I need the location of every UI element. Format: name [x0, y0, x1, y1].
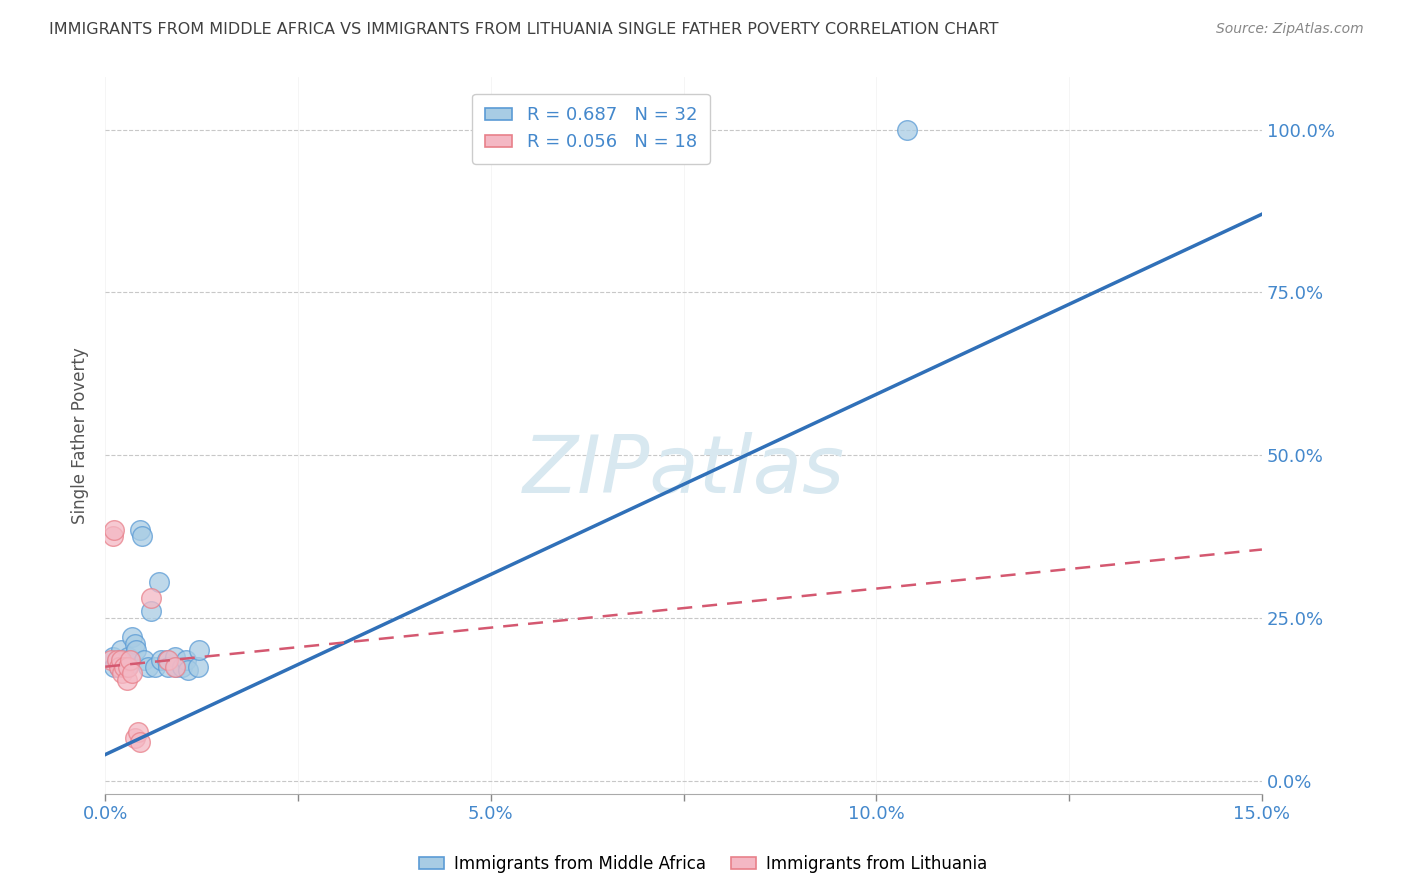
- Point: [114, 653, 136, 667]
- Point: [101, 529, 124, 543]
- Y-axis label: Single Father Poverty: Single Father Poverty: [72, 347, 89, 524]
- Point: [157, 653, 180, 667]
- Point: [148, 575, 170, 590]
- Text: ZIPatlas: ZIPatlas: [523, 433, 845, 510]
- Point: [108, 659, 131, 673]
- Point: [149, 653, 172, 667]
- Point: [125, 643, 148, 657]
- Legend: R = 0.687   N = 32, R = 0.056   N = 18: R = 0.687 N = 32, R = 0.056 N = 18: [472, 94, 710, 164]
- Point: [172, 659, 194, 673]
- Point: [141, 591, 163, 606]
- Point: [115, 673, 138, 687]
- Point: [124, 637, 146, 651]
- Point: [121, 666, 143, 681]
- Point: [110, 643, 132, 657]
- Point: [136, 659, 159, 673]
- Point: [163, 649, 186, 664]
- Point: [117, 659, 139, 673]
- Point: [105, 653, 128, 667]
- Point: [117, 649, 139, 664]
- Point: [121, 631, 143, 645]
- Point: [111, 666, 134, 681]
- Point: [114, 659, 136, 673]
- Point: [177, 663, 200, 677]
- Point: [143, 659, 166, 673]
- Point: [111, 653, 134, 667]
- Point: [141, 604, 163, 618]
- Point: [156, 653, 179, 667]
- Point: [105, 653, 128, 667]
- Point: [100, 653, 122, 667]
- Point: [118, 653, 141, 667]
- Point: [132, 653, 155, 667]
- Point: [129, 523, 152, 537]
- Point: [131, 529, 153, 543]
- Point: [124, 731, 146, 746]
- Point: [174, 653, 197, 667]
- Text: Source: ZipAtlas.com: Source: ZipAtlas.com: [1216, 22, 1364, 37]
- Point: [187, 659, 209, 673]
- Text: IMMIGRANTS FROM MIDDLE AFRICA VS IMMIGRANTS FROM LITHUANIA SINGLE FATHER POVERTY: IMMIGRANTS FROM MIDDLE AFRICA VS IMMIGRA…: [49, 22, 998, 37]
- Point: [157, 659, 180, 673]
- Point: [896, 122, 918, 136]
- Point: [188, 643, 211, 657]
- Point: [118, 653, 141, 667]
- Point: [127, 724, 149, 739]
- Point: [103, 523, 125, 537]
- Point: [108, 659, 131, 673]
- Point: [110, 653, 132, 667]
- Point: [129, 734, 152, 748]
- Point: [165, 659, 187, 673]
- Point: [103, 659, 125, 673]
- Legend: Immigrants from Middle Africa, Immigrants from Lithuania: Immigrants from Middle Africa, Immigrant…: [412, 848, 994, 880]
- Point: [110, 653, 132, 667]
- Point: [163, 659, 186, 673]
- Point: [115, 659, 138, 673]
- Point: [101, 649, 124, 664]
